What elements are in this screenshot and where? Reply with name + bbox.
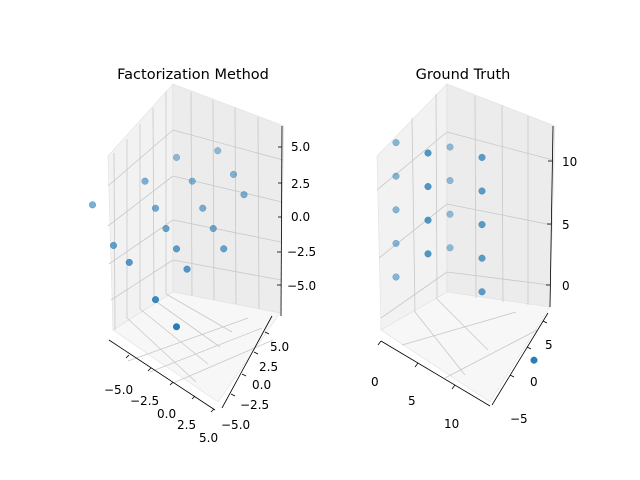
left-z-tick-0: 5.0 bbox=[291, 140, 310, 154]
right-gridlines bbox=[376, 93, 554, 379]
left-x-axis-line bbox=[108, 339, 216, 411]
scatter-point bbox=[172, 323, 181, 331]
scatter-point bbox=[424, 216, 432, 224]
right-y-tick-1: 0 bbox=[530, 375, 538, 389]
right-z-tick-0: 10 bbox=[562, 155, 577, 169]
scatter-point bbox=[109, 241, 118, 249]
scatter-point bbox=[446, 210, 454, 218]
scatter-point bbox=[478, 187, 486, 195]
scatter-point bbox=[141, 177, 149, 185]
scatter-point bbox=[424, 149, 432, 157]
left-pane-back-left bbox=[107, 83, 174, 331]
left-z-axis-line bbox=[280, 125, 283, 317]
scatter-point bbox=[392, 273, 400, 281]
right-y-tick-0: 5 bbox=[545, 338, 553, 352]
scatter-point bbox=[424, 250, 432, 258]
scatter-point bbox=[392, 239, 400, 247]
scatter-point bbox=[199, 204, 207, 212]
left-x-tick-0: −5.0 bbox=[104, 383, 133, 397]
left-y-axis-line bbox=[221, 315, 273, 409]
right-pane-back-right bbox=[446, 83, 556, 308]
scatter-point bbox=[151, 204, 160, 212]
left-pane-floor bbox=[112, 291, 281, 403]
scatter-point bbox=[392, 172, 400, 180]
left-y-tick-3: −2.5 bbox=[240, 398, 269, 412]
scatter-point bbox=[446, 143, 454, 151]
scatter-point bbox=[478, 153, 486, 161]
scatter-point bbox=[424, 183, 432, 191]
left-x-tick-1: −2.5 bbox=[130, 394, 159, 408]
right-z-tick-2: 0 bbox=[562, 279, 570, 293]
scatter-point bbox=[392, 139, 400, 147]
left-tick-marks bbox=[125, 146, 282, 413]
right-y-tick-2: −5 bbox=[510, 412, 528, 426]
left-y-tick-0: 5.0 bbox=[270, 340, 289, 354]
scatter-point bbox=[88, 201, 97, 209]
left-x-tick-3: 2.5 bbox=[177, 418, 196, 432]
subplot-factorization: −5.0 −2.5 0.0 2.5 5.0 5.0 2.5 0.0 −2.5 −… bbox=[88, 67, 316, 445]
left-z-tick-1: 2.5 bbox=[291, 177, 310, 191]
right-x-tick-0: 0 bbox=[371, 375, 379, 389]
scatter-point bbox=[188, 177, 196, 185]
scatter-point bbox=[172, 153, 181, 161]
scatter-point bbox=[446, 177, 454, 185]
right-x-tick-1: 5 bbox=[408, 394, 416, 408]
scatter-point bbox=[214, 147, 222, 155]
scatter-point bbox=[392, 206, 400, 214]
scatter-point bbox=[209, 224, 217, 233]
left-z-tick-4: −5.0 bbox=[287, 279, 316, 293]
right-z-axis-line bbox=[549, 125, 554, 308]
scatter-point bbox=[183, 265, 191, 273]
left-x-tick-4: 5.0 bbox=[199, 431, 218, 445]
scatter-point bbox=[478, 254, 486, 262]
right-x-tick-2: 10 bbox=[444, 417, 459, 431]
left-y-tick-4: −5.0 bbox=[221, 418, 250, 432]
left-z-tick-2: 0.0 bbox=[291, 210, 310, 224]
left-y-tick-1: 2.5 bbox=[259, 360, 278, 374]
left-y-tick-2: 0.0 bbox=[252, 378, 271, 392]
scatter-point bbox=[478, 288, 486, 296]
right-z-tick-1: 5 bbox=[562, 218, 570, 232]
right-chart-title: Ground Truth bbox=[416, 67, 511, 83]
right-scatter-points bbox=[392, 139, 538, 364]
left-x-tick-2: 0.0 bbox=[157, 407, 176, 421]
scatter-point bbox=[151, 296, 160, 304]
left-gridlines bbox=[107, 91, 284, 385]
scatter-point bbox=[446, 244, 454, 252]
right-x-axis-line bbox=[380, 340, 491, 407]
scatter-point bbox=[478, 221, 486, 229]
right-y-axis-line bbox=[491, 312, 549, 406]
scatter-point bbox=[162, 225, 170, 233]
subplot-ground-truth: 0 5 10 5 0 −5 10 5 0 Ground Truth bbox=[371, 67, 577, 431]
right-tick-marks bbox=[377, 160, 552, 390]
scatter-point bbox=[220, 245, 228, 253]
scatter-point bbox=[125, 258, 133, 266]
scatter-point bbox=[240, 191, 248, 199]
scatter-point bbox=[172, 245, 181, 253]
scatter-point bbox=[530, 356, 538, 364]
left-chart-title: Factorization Method bbox=[117, 67, 269, 83]
left-scatter-points bbox=[88, 147, 248, 331]
left-z-tick-3: −2.5 bbox=[287, 245, 316, 259]
scatter-point bbox=[229, 170, 238, 178]
